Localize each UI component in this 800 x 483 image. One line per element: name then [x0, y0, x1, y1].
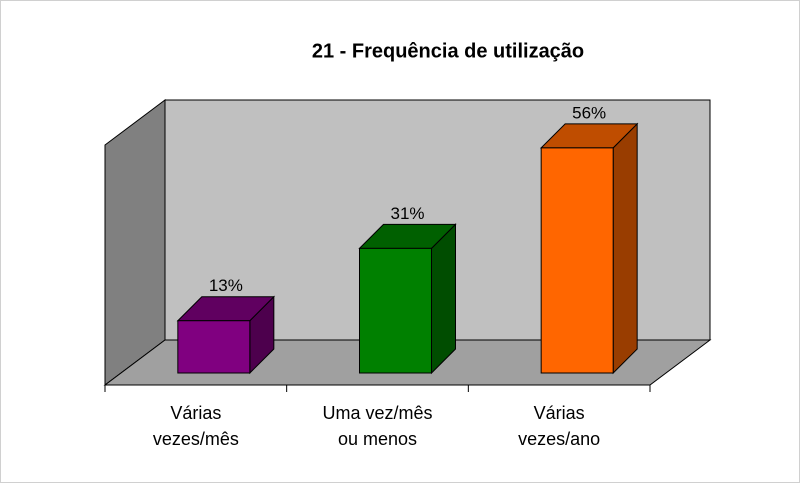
x-tick-label: Uma vez/mês — [322, 403, 432, 423]
bar-side — [431, 223, 456, 375]
bar — [177, 320, 251, 374]
x-tick-label: vezes/mês — [153, 429, 239, 449]
left-wall — [104, 99, 166, 386]
x-tick-label: Várias — [534, 403, 585, 423]
bar — [540, 147, 614, 374]
bar-side — [612, 122, 638, 375]
x-tick-label: vezes/ano — [518, 429, 600, 449]
value-label: 56% — [572, 103, 606, 122]
value-label: 31% — [390, 204, 424, 223]
value-label: 13% — [209, 276, 243, 295]
x-tick-label: Várias — [170, 403, 221, 423]
bar — [359, 247, 432, 374]
chart-title: 21 - Frequência de utilização — [312, 40, 584, 62]
x-tick-label: ou menos — [338, 429, 417, 449]
